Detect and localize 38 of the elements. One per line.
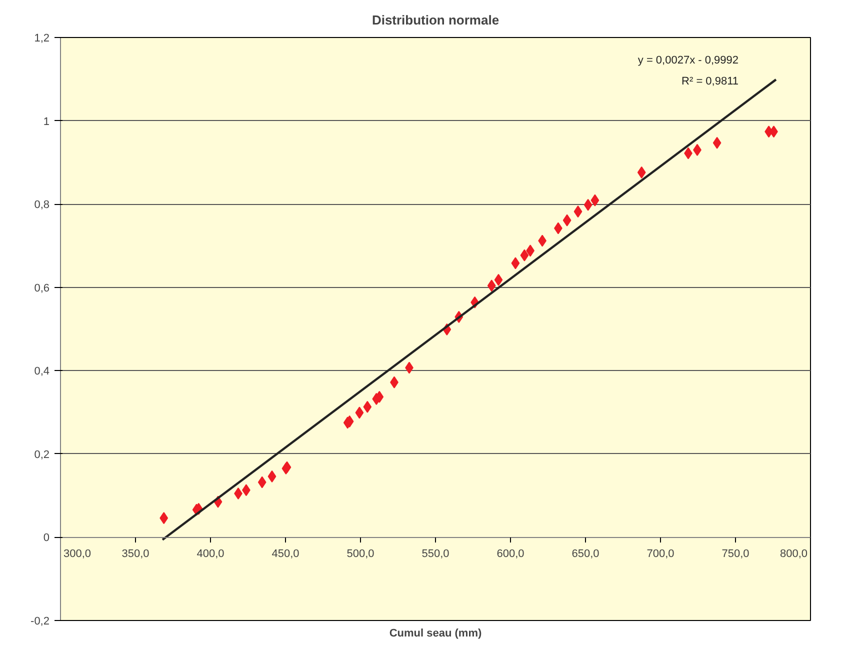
y-tick-label: 1,2 [34, 32, 50, 44]
x-tick-label: 600,0 [496, 548, 524, 560]
point [574, 206, 582, 218]
point [160, 512, 168, 524]
x-tick-label: 550,0 [422, 548, 450, 560]
x-tick-label: 450,0 [272, 548, 300, 560]
y-tick-label: 1 [43, 116, 50, 128]
point [637, 166, 646, 178]
x-tick-label: 400,0 [196, 548, 224, 560]
point [520, 249, 529, 262]
point [487, 280, 496, 292]
point [268, 470, 276, 482]
x-tick-label: 350,0 [122, 548, 150, 560]
point [258, 476, 266, 488]
y-tick-label: 0,4 [34, 366, 50, 378]
y-tick-label: 0,8 [34, 199, 50, 212]
x-axis-title: Cumul seau (mm) [389, 628, 482, 640]
annotation: R² = 0,9811 [682, 75, 739, 88]
point [355, 406, 364, 419]
x-tick-label: 800,0 [780, 548, 808, 560]
chart-title: Distribution normale [372, 12, 500, 28]
point [494, 274, 503, 286]
x-tick-label: 750,0 [722, 548, 750, 560]
point [712, 136, 722, 149]
x-tick-label: 500,0 [346, 548, 374, 560]
x-tick-label: 700,0 [646, 548, 674, 560]
y-tick-label: 0,6 [34, 282, 50, 294]
point [562, 214, 572, 226]
point [511, 257, 520, 270]
point [590, 194, 600, 206]
x-tick-label: 300,0 [64, 548, 92, 560]
point [363, 400, 372, 413]
x-tick-label: 650,0 [572, 548, 600, 560]
point [584, 198, 592, 211]
annotation: y = 0,0027x - 0,9992 [638, 54, 739, 67]
y-tick-label: 0 [43, 532, 50, 544]
y-tick-label: 0,2 [34, 448, 50, 461]
y-tick-label: -0,2 [30, 616, 50, 628]
